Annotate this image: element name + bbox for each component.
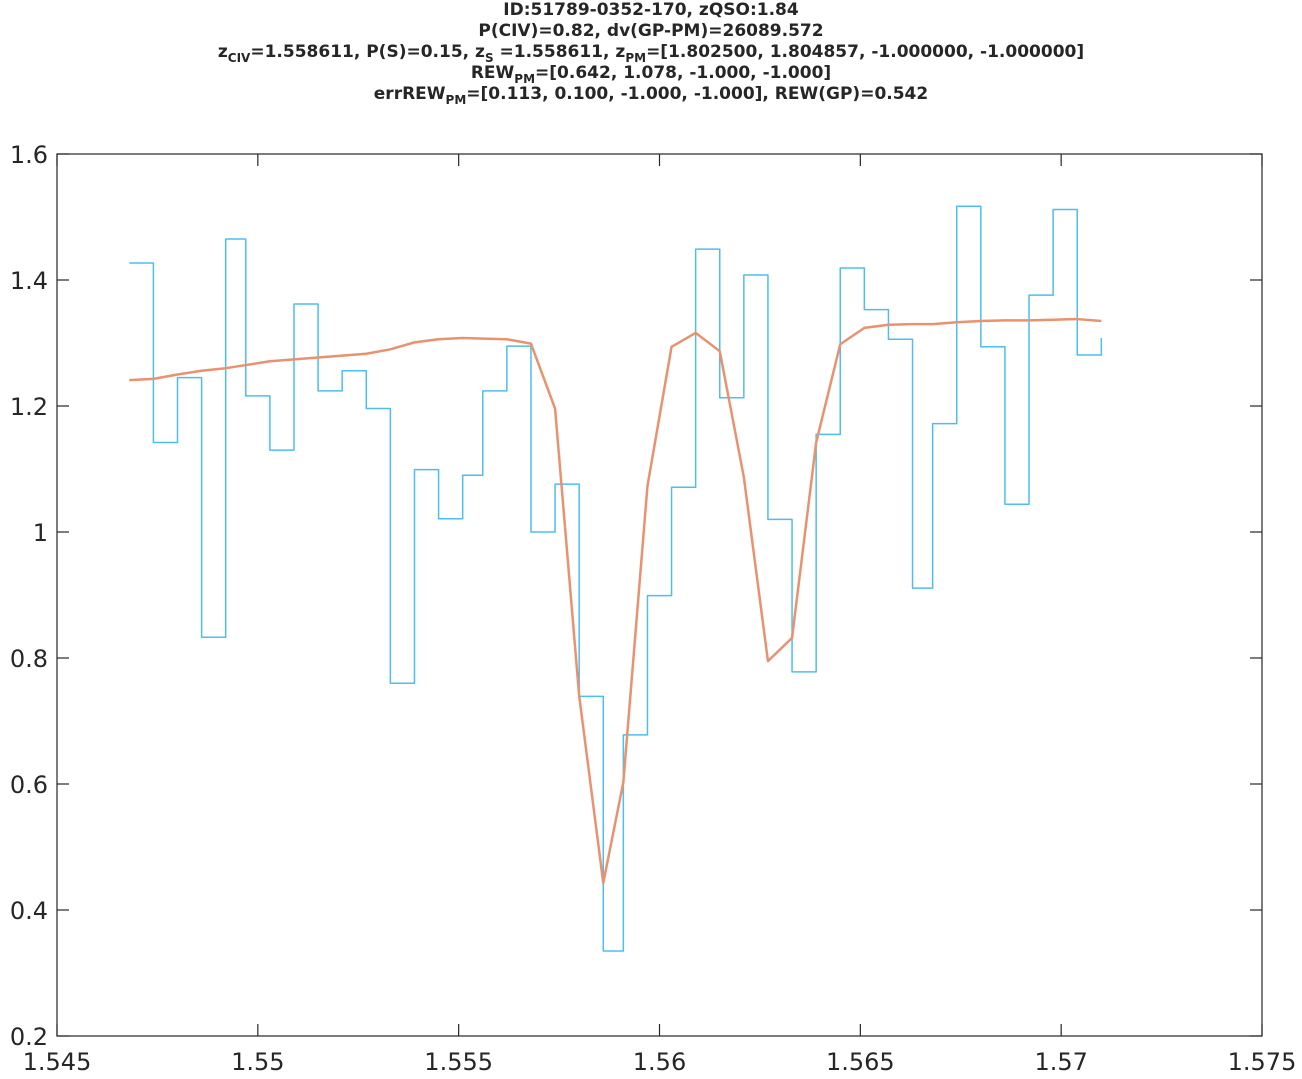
title-line-3: zCIV=1.558611, P(S)=0.15, zS =1.558611, … xyxy=(217,42,1085,65)
x-tick-label: 1.565 xyxy=(826,1048,895,1076)
title-line-4: REWPM=[0.642, 1.078, -1.000, -1.000] xyxy=(470,63,832,86)
x-tick-label: 1.575 xyxy=(1228,1048,1297,1076)
title-line-1: ID:51789-0352-170, zQSO:1.84 xyxy=(503,0,799,20)
title-line-2: P(CIV)=0.82, dv(GP-PM)=26089.572 xyxy=(478,21,824,41)
y-tick-label: 1.4 xyxy=(10,267,48,295)
x-tick-label: 1.555 xyxy=(424,1048,493,1076)
y-tick-label: 1.2 xyxy=(10,393,48,421)
y-tick-label: 1 xyxy=(33,519,48,547)
model-fit-line xyxy=(129,317,1102,885)
y-tick-label: 1.6 xyxy=(10,141,48,169)
y-tick-label: 0.2 xyxy=(10,1023,48,1051)
y-tick-label: 0.8 xyxy=(10,645,48,673)
x-tick-label: 1.545 xyxy=(23,1048,92,1076)
x-tick-label: 1.56 xyxy=(633,1048,686,1076)
spectrum-stairs-line xyxy=(129,205,1103,952)
x-tick-label: 1.55 xyxy=(231,1048,284,1076)
y-tick-label: 0.6 xyxy=(10,771,48,799)
y-tick-label: 0.4 xyxy=(10,897,48,925)
title-line-5: errREWPM=[0.113, 0.100, -1.000, -1.000],… xyxy=(373,84,929,107)
chart-title: ID:51789-0352-170, zQSO:1.84 P(CIV)=0.82… xyxy=(0,0,1302,107)
x-tick-label: 1.57 xyxy=(1034,1048,1087,1076)
axes-layer: 1.545 1.55 1.555 1.56 1.565 1.57 1.575 0.2 0.4 0.… xyxy=(10,141,1297,1076)
series-layer xyxy=(129,205,1103,952)
